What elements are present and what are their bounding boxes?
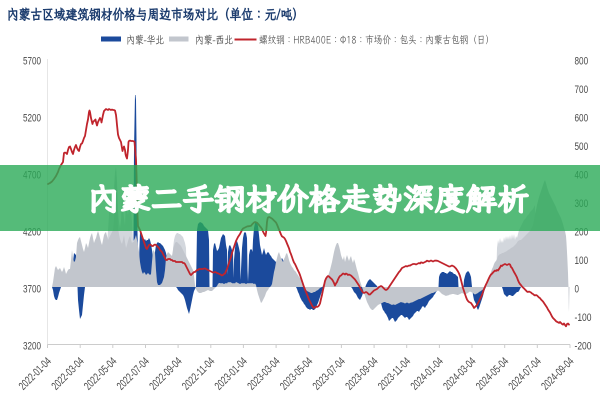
svg-text:3700: 3700 bbox=[23, 284, 41, 296]
svg-text:700: 700 bbox=[575, 84, 589, 96]
svg-text:3200: 3200 bbox=[23, 341, 41, 353]
svg-text:5700: 5700 bbox=[23, 56, 41, 68]
svg-text:-100: -100 bbox=[575, 312, 592, 324]
svg-text:100: 100 bbox=[575, 255, 589, 267]
svg-text:5200: 5200 bbox=[23, 113, 41, 125]
svg-text:800: 800 bbox=[575, 56, 589, 68]
svg-text:-200: -200 bbox=[575, 341, 592, 353]
svg-text:600: 600 bbox=[575, 113, 589, 125]
svg-text:500: 500 bbox=[575, 141, 589, 153]
svg-text:0: 0 bbox=[575, 284, 580, 296]
